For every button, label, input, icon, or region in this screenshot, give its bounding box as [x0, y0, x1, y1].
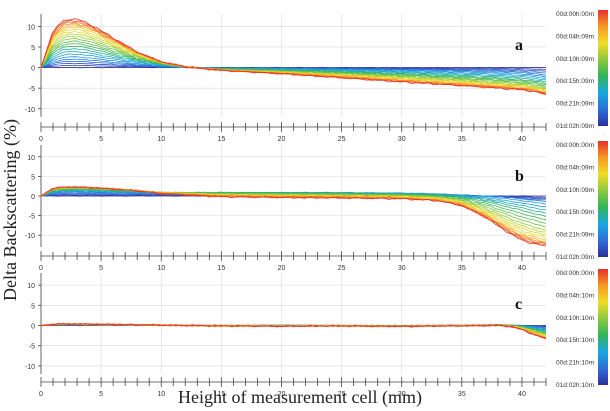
legend-entry: 00d:00h:00m: [556, 142, 594, 149]
series-line: [40, 43, 547, 86]
x-tick-label: 35: [458, 391, 466, 398]
series-line: [40, 18, 547, 95]
legend-entry: 01d:02h:10m: [556, 382, 594, 389]
legend-entry: 00d:21h:09m: [556, 101, 594, 108]
x-tick-label: 10: [157, 136, 165, 143]
legend-entry: 01d:02h:09m: [556, 254, 594, 261]
legend-entry: 00d:00h:00m: [556, 270, 594, 277]
legend-entry: 00d:15h:10m: [556, 337, 594, 344]
x-tick-label: 40: [518, 136, 526, 143]
x-tick-label: 40: [518, 391, 526, 398]
legend-entry: 00d:04h:10m: [556, 292, 594, 299]
legend-entry: 00d:00h:00m: [556, 11, 594, 18]
x-tick-label: 20: [278, 391, 286, 398]
x-tick-label: 0: [39, 391, 43, 398]
legend-entry: 00d:10h:09m: [556, 56, 594, 63]
legend-entry: 00d:15h:09m: [556, 209, 594, 216]
y-tick-label: 10: [27, 24, 35, 31]
x-tick-label: 25: [338, 391, 346, 398]
legend-entry: 00d:21h:09m: [556, 232, 594, 239]
y-tick-label: -10: [25, 364, 35, 371]
series-line: [40, 62, 547, 72]
y-tick-label: 10: [27, 283, 35, 290]
legend-entry: 00d:04h:09m: [556, 33, 594, 40]
series-line: [40, 53, 547, 79]
x-tick-label: 25: [338, 265, 346, 272]
x-tick-label: 20: [278, 136, 286, 143]
x-tick-label: 15: [217, 391, 225, 398]
x-tick-label: 30: [398, 391, 406, 398]
y-tick-label: 0: [31, 66, 35, 73]
y-tick-label: 10: [27, 155, 35, 162]
series-line: [40, 60, 547, 74]
x-tick-label: 5: [99, 391, 103, 398]
y-tick-label: 5: [31, 45, 35, 52]
x-tick-label: 35: [458, 136, 466, 143]
y-tick-label: -10: [25, 233, 35, 240]
x-tick-label: 10: [157, 391, 165, 398]
x-tick-label: 10: [157, 265, 165, 272]
y-tick-label: 0: [31, 194, 35, 201]
legend-color-bar: [598, 141, 608, 257]
legend-color-bar: [598, 269, 608, 385]
x-tick-label: 15: [217, 136, 225, 143]
panel-label: a: [515, 37, 523, 54]
series-line: [40, 19, 547, 94]
series-line: [40, 323, 547, 340]
x-tick-label: 0: [39, 136, 43, 143]
legend-color-bar: [598, 10, 608, 126]
y-tick-label: -5: [29, 344, 35, 351]
panel-b: 10 5 0 -5 -10 b 0 5 10 15 20 25 30 35 40 00d:00h:00m 00d…: [25, 141, 608, 272]
x-tick-label: 0: [39, 265, 43, 272]
series-line: [40, 28, 547, 93]
panel-label: b: [515, 168, 524, 185]
x-tick-label: 40: [518, 265, 526, 272]
y-tick-label: 5: [31, 303, 35, 310]
series-line: [40, 186, 547, 247]
panel-c: 10 5 0 -5 -10 c 0 5 10 15 20 25 30 35 40 00d:00h:00m 00d…: [25, 269, 608, 398]
y-axis-title: Delta Backscattering (%): [0, 119, 21, 301]
series-line: [40, 35, 547, 89]
y-tick-label: -10: [25, 107, 35, 114]
y-tick-label: -5: [29, 214, 35, 221]
legend-entry: 00d:21h:10m: [556, 360, 594, 367]
legend-entry: 01d:02h:09m: [556, 123, 594, 130]
legend-entry: 00d:04h:09m: [556, 164, 594, 171]
panels-layer: 10 5 0 -5 -10 a 0 5 10 15 20 25 30 35 40 00d:00h:00m 00d…: [25, 10, 608, 398]
legend-entry: 00d:15h:09m: [556, 78, 594, 85]
series-line: [40, 33, 547, 90]
panel-label: c: [515, 296, 522, 313]
legend-entry: 00d:10h:09m: [556, 187, 594, 194]
panel-a: 10 5 0 -5 -10 a 0 5 10 15 20 25 30 35 40 00d:00h:00m 00d…: [25, 10, 608, 143]
x-tick-label: 35: [458, 265, 466, 272]
x-tick-label: 30: [398, 136, 406, 143]
x-tick-label: 15: [217, 265, 225, 272]
x-tick-label: 20: [278, 265, 286, 272]
legend-entry: 00d:10h:10m: [556, 315, 594, 322]
y-tick-label: 0: [31, 324, 35, 331]
x-tick-label: 30: [398, 265, 406, 272]
x-tick-label: 25: [338, 136, 346, 143]
y-tick-label: -5: [29, 86, 35, 93]
x-tick-label: 5: [99, 265, 103, 272]
y-tick-label: 5: [31, 174, 35, 181]
x-tick-label: 5: [99, 136, 103, 143]
x-axis-title: Height of measurement cell (mm): [178, 387, 422, 408]
